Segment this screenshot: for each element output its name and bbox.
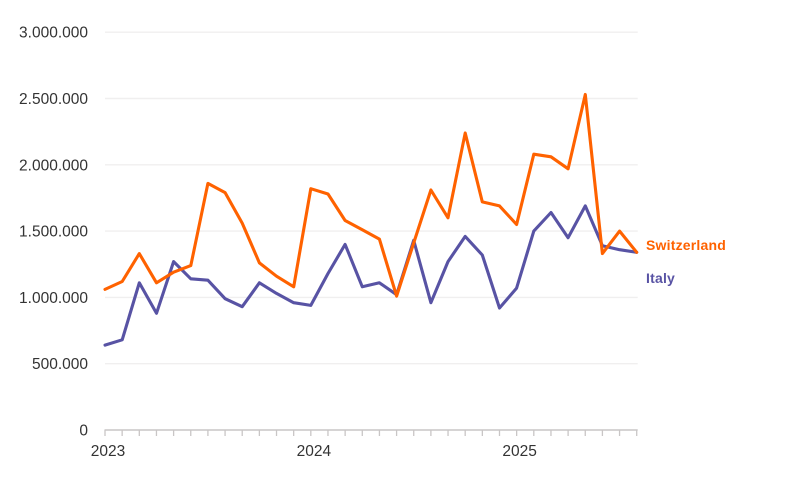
series-label-italy: Italy xyxy=(646,270,676,286)
y-tick-label: 2.000.000 xyxy=(19,157,88,174)
series-line-switzerland xyxy=(103,92,639,298)
x-year-label: 2023 xyxy=(91,443,125,460)
y-tick-label: 0 xyxy=(79,423,88,440)
y-tick-label: 1.000.000 xyxy=(19,290,88,307)
series-line-italy xyxy=(103,204,639,347)
y-tick-label: 3.000.000 xyxy=(19,25,88,42)
series-label-switzerland: Switzerland xyxy=(646,237,726,253)
y-tick-label: 2.500.000 xyxy=(19,91,88,108)
x-year-label: 2025 xyxy=(502,443,536,460)
x-year-label: 2024 xyxy=(297,443,332,460)
y-tick-label: 500.000 xyxy=(32,356,88,373)
y-tick-label: 1.500.000 xyxy=(19,224,88,241)
